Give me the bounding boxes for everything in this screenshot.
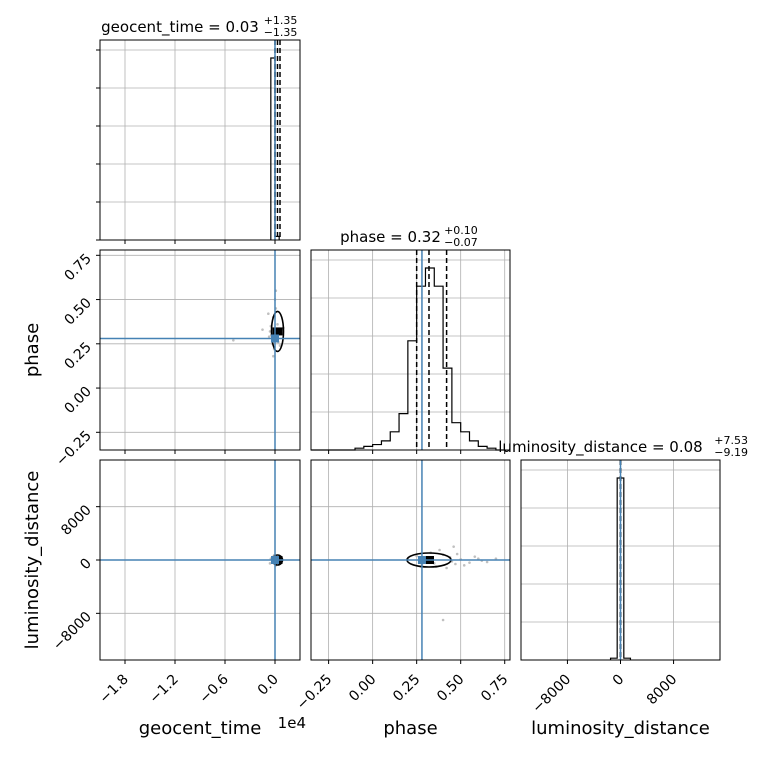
scatter-point-15 <box>261 328 264 331</box>
y-tick-label-luminosity_distance-2: 8000 <box>58 502 95 539</box>
scatter-point-22 <box>452 545 455 548</box>
scatter-point-10 <box>438 548 441 552</box>
truth-marker <box>271 556 279 564</box>
y-axis-label-luminosity_distance: luminosity_distance <box>22 471 43 650</box>
scatter-point-12 <box>455 552 459 556</box>
title-geocent_time-upper-error: +1.35 <box>264 14 298 27</box>
scatter-point-8 <box>276 323 279 326</box>
y-tick-label-phase-4: 0.75 <box>61 251 94 284</box>
y-tick-label-phase-2: 0.25 <box>61 339 94 372</box>
panel-frame <box>310 249 511 451</box>
title-phase-upper-error: +0.10 <box>444 224 478 237</box>
x-tick-label-phase-0: −0.25 <box>294 672 336 714</box>
x-axis-label-luminosity_distance: luminosity_distance <box>531 718 710 739</box>
x-tick-label-geocent_time-2: −0.6 <box>196 671 231 706</box>
x-tick-label-geocent_time-3: 0.0 <box>255 672 282 699</box>
truth-marker <box>417 556 426 564</box>
scatter-point-18 <box>267 312 270 316</box>
title-luminosity_distance: luminosity_distance = 0.08 <box>498 438 702 457</box>
panel-luminosity_distance-vs-phase <box>310 459 511 664</box>
scatter-point-19 <box>278 344 282 347</box>
contour-core <box>272 327 283 336</box>
y-axis-label-phase: phase <box>22 323 43 377</box>
y-tick-label-phase-3: 0.50 <box>61 295 94 328</box>
contour-outer <box>270 310 285 353</box>
panel-phase-vs-geocent_time <box>96 249 301 454</box>
title-phase-lower-error: −0.07 <box>444 236 478 249</box>
title-geocent_time: geocent_time = 0.03 <box>101 18 259 37</box>
x-tick-label-geocent_time-0: −1.8 <box>96 672 131 707</box>
x-tick-label-luminosity_distance-2: 8000 <box>644 672 681 709</box>
scatter-point-4 <box>268 330 272 333</box>
x-tick-label-geocent_time-1: −1.2 <box>146 672 181 707</box>
x-tick-label-luminosity_distance-0: −8000 <box>529 672 574 717</box>
x-tick-label-phase-3: 0.50 <box>434 672 467 705</box>
y-tick-label-phase-0: −0.25 <box>53 428 95 470</box>
x-axis-label-geocent_time: geocent_time <box>139 718 262 739</box>
scatter-point-8 <box>415 554 418 558</box>
panel-frame <box>99 249 301 451</box>
scatter-point-15 <box>485 560 489 564</box>
scatter-point-20 <box>454 562 457 566</box>
title-phase: phase = 0.32 <box>340 228 441 246</box>
title-luminosity_distance-lower-error: −9.19 <box>714 446 748 459</box>
scatter-point-21 <box>441 618 445 622</box>
scatter-point-13 <box>462 564 466 567</box>
panel-luminosity_distance-vs-geocent_time <box>96 459 301 664</box>
x-tick-label-phase-1: 0.00 <box>346 672 379 705</box>
x-axis-label-phase: phase <box>383 718 437 739</box>
panel-geocent_time-vs-geocent_time <box>96 39 301 244</box>
histogram-phase <box>311 267 505 451</box>
scatter-point-12 <box>272 354 275 358</box>
y-tick-label-phase-1: 0.00 <box>61 384 94 417</box>
scatter-point-9 <box>267 335 271 339</box>
panel-frame <box>310 459 511 661</box>
scatter-point-16 <box>232 338 235 342</box>
x-tick-label-phase-4: 0.75 <box>478 672 511 705</box>
x-tick-label-phase-2: 0.25 <box>390 672 423 705</box>
scatter-point-14 <box>473 555 477 558</box>
scatter-point-7 <box>268 562 272 565</box>
panel-luminosity_distance-vs-luminosity_distance <box>520 459 721 664</box>
scatter-point-11 <box>445 566 448 570</box>
y-tick-label-luminosity_distance-1: 0 <box>77 556 95 574</box>
panel-frame <box>99 39 301 241</box>
title-geocent_time-lower-error: −1.35 <box>264 26 298 39</box>
title-luminosity_distance-upper-error: +7.53 <box>714 434 748 447</box>
panel-phase-vs-phase <box>310 249 511 454</box>
x-offset-text: 1e4 <box>278 714 306 732</box>
truth-marker <box>271 334 279 343</box>
x-tick-label-luminosity_distance-1: 0 <box>610 672 628 690</box>
scatter-point-5 <box>468 561 471 564</box>
y-tick-label-luminosity_distance-0: −8000 <box>50 609 95 654</box>
